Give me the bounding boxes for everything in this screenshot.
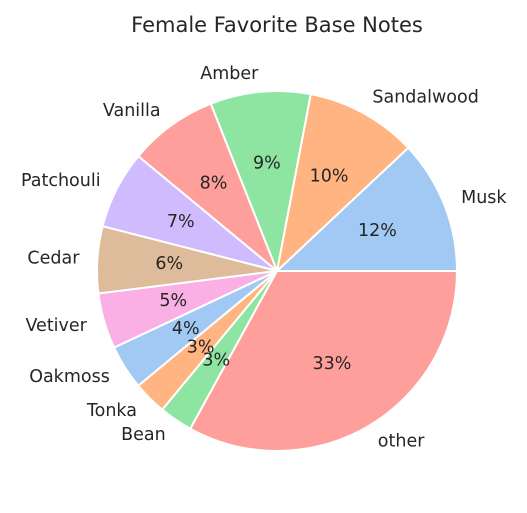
- percent-label-sandalwood: 10%: [310, 166, 349, 186]
- chart-title: Female Favorite Base Notes: [131, 13, 423, 37]
- percent-label-patchouli: 7%: [167, 212, 195, 232]
- slice-label-vetiver: Vetiver: [25, 316, 87, 336]
- slice-label-vanilla: Vanilla: [103, 101, 161, 121]
- percent-label-vanilla: 8%: [200, 174, 228, 194]
- percent-label-amber: 9%: [253, 153, 281, 173]
- percent-label-vetiver: 5%: [159, 291, 187, 311]
- pie-slice-amber: [209, 90, 312, 275]
- percent-label-cedar: 6%: [155, 254, 183, 274]
- slice-label-amber: Amber: [200, 64, 259, 84]
- percent-label-musk: 12%: [358, 221, 397, 241]
- slice-label-bean: Bean: [121, 425, 166, 445]
- percent-label-oakmoss: 4%: [172, 319, 200, 339]
- slice-label-tonka: Tonka: [86, 401, 137, 421]
- percent-labels: 12% 10% 9% 8%7% 6% 5% 4%3%3% 33%: [155, 153, 397, 373]
- slice-label-other: other: [378, 431, 425, 451]
- pie-slices: [96, 90, 459, 452]
- pie-slice-vanilla: [136, 102, 278, 272]
- slice-label-patchouli: Patchouli: [21, 171, 101, 191]
- slice-label-musk: Musk: [461, 188, 507, 208]
- percent-label-tonka: 3%: [187, 337, 215, 357]
- percent-label-bean: 3%: [202, 350, 230, 370]
- slice-label-sandalwood: Sandalwood: [372, 87, 478, 107]
- slice-label-oakmoss: Oakmoss: [29, 367, 110, 387]
- pie-slice-other: [188, 270, 459, 452]
- pie-slice-musk: [274, 146, 459, 272]
- slice-labels: Musk Sandalwood Amber Vanilla Patchouli Cedar…: [21, 64, 507, 452]
- pie-slice-sandalwood: [275, 93, 410, 274]
- percent-label-other: 33%: [313, 354, 352, 374]
- slice-label-cedar: Cedar: [27, 249, 80, 269]
